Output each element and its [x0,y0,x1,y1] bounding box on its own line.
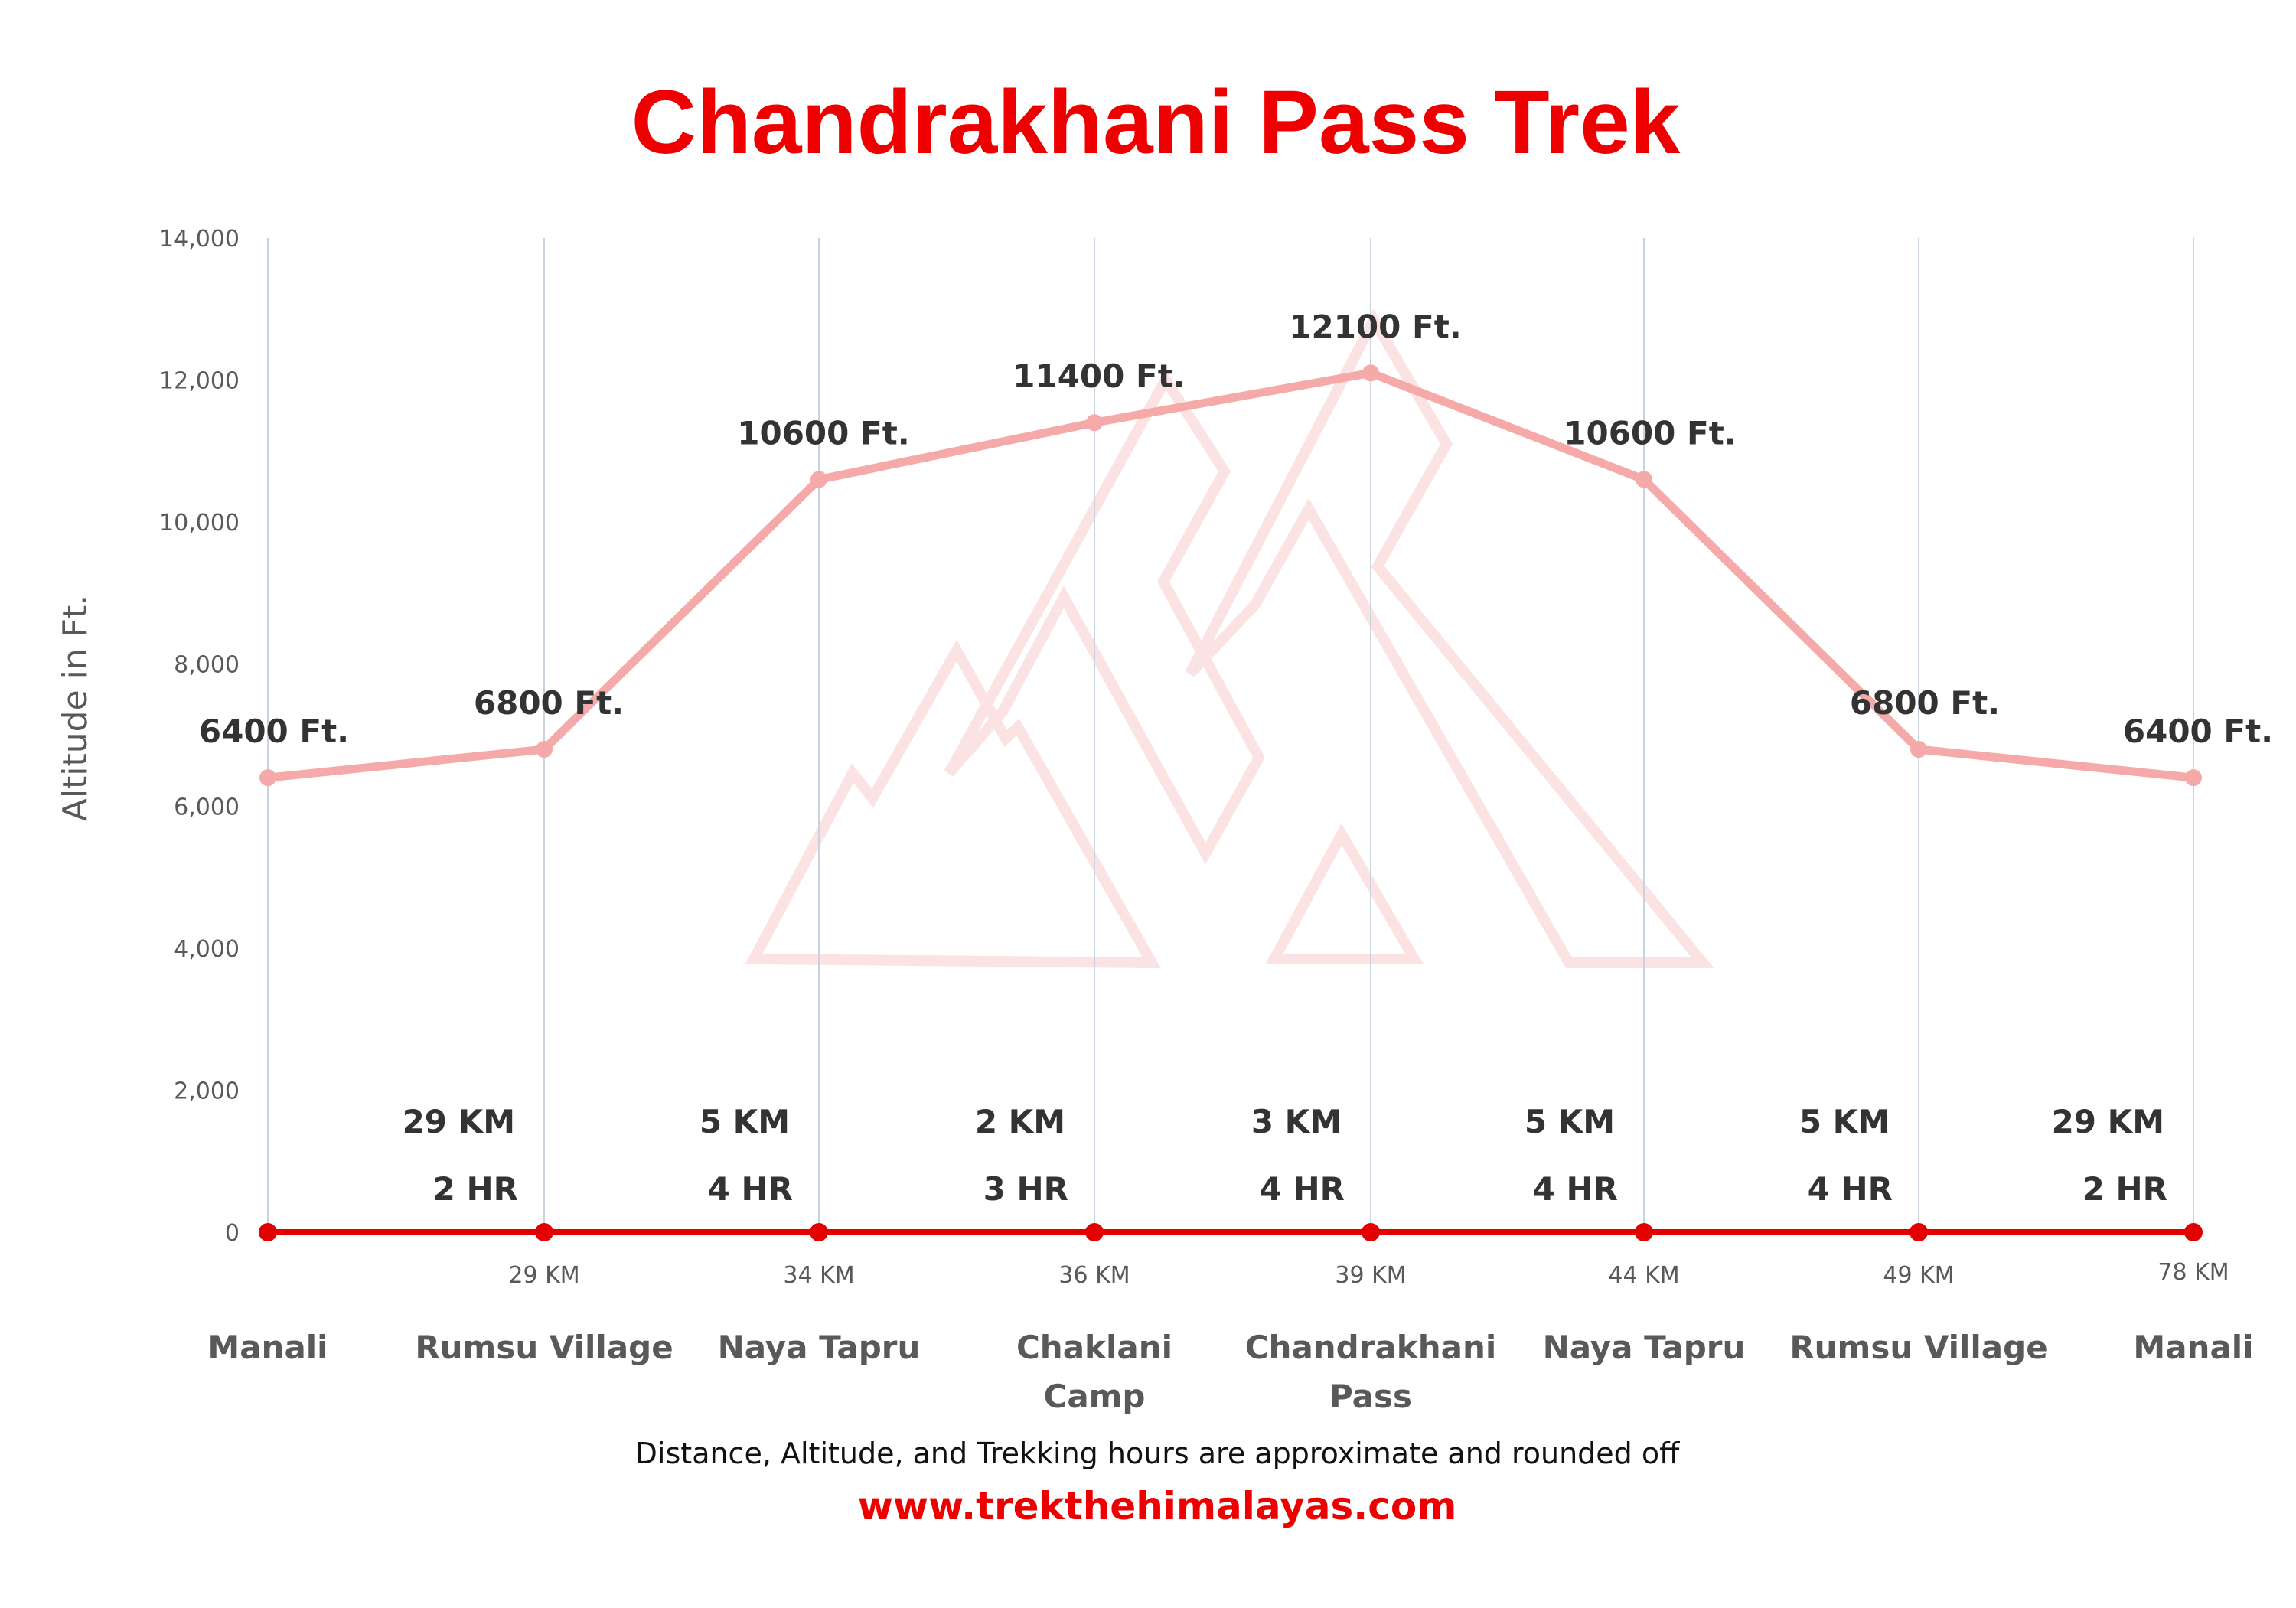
cumulative-km-label: 49 KM [1883,1262,1954,1289]
place-name-label: Rumsu Village [1789,1329,2047,1366]
y-tick-label: 6,000 [174,794,240,820]
distance-point [2184,1223,2203,1241]
altitude-point [259,769,276,787]
distance-point [1362,1223,1380,1241]
cumulative-km-labels: 29 KM 34 KM 36 KM 39 KM 44 KM 49 KM 78 KM [508,1259,2229,1289]
distance-point [1085,1223,1104,1241]
altitude-data-label: 11400 Ft. [1013,357,1185,395]
place-name-label: Naya Tapru [1543,1329,1746,1366]
distance-point [1635,1223,1653,1241]
place-name-label: Chandrakhani [1245,1329,1497,1366]
cumulative-km-label: 29 KM [508,1262,579,1289]
altitude-series: 6400 Ft. 6800 Ft. 10600 Ft. 11400 Ft. 12100 … [199,308,2273,787]
cumulative-km-label: 34 KM [783,1262,854,1289]
distance-point [259,1223,277,1241]
altitude-point [810,471,827,488]
y-tick-label: 14,000 [159,226,240,253]
segment-hours-label: 3 HR [983,1170,1068,1208]
altitude-line [267,368,2194,782]
place-name-label: Pass [1329,1378,1412,1415]
altitude-point [1086,414,1103,432]
y-tick-label: 0 [225,1220,240,1247]
segment-labels: 29 KM 2 HR 5 KM 4 HR 2 KM 3 HR 3 KM 4 HR 5 KM 4 H… [403,1103,2167,1208]
y-tick-label: 10,000 [159,510,240,537]
segment-distance-label: 29 KM [2052,1103,2164,1140]
place-name-label: Manali [2133,1329,2253,1366]
altitude-point [1910,741,1927,758]
place-name-label: Naya Tapru [718,1329,921,1366]
website-link[interactable]: www.trekthehimalayas.com [858,1484,1457,1528]
segment-hours-label: 2 HR [2082,1170,2167,1208]
cumulative-km-label: 39 KM [1335,1262,1406,1289]
place-name-label: Camp [1044,1378,1146,1415]
altitude-data-label: 10600 Ft. [737,414,909,452]
altitude-data-label: 6800 Ft. [474,684,624,722]
y-tick-label: 2,000 [174,1078,240,1104]
distance-baseline-series [259,1223,2203,1241]
segment-hours-label: 4 HR [1260,1170,1345,1208]
altitude-data-label: 12100 Ft. [1289,308,1461,345]
altitude-data-label: 6800 Ft. [1850,684,2000,722]
segment-distance-label: 3 KM [1251,1103,1342,1140]
distance-point [810,1223,828,1241]
altitude-data-label: 10600 Ft. [1564,414,1736,452]
segment-hours-label: 2 HR [433,1170,518,1208]
distance-point [535,1223,553,1241]
altitude-point [1636,471,1652,488]
segment-distance-label: 29 KM [403,1103,515,1140]
y-tick-label: 4,000 [174,936,240,963]
segment-distance-label: 2 KM [975,1103,1065,1140]
y-tick-label: 12,000 [159,368,240,395]
segment-distance-label: 5 KM [700,1103,790,1140]
segment-hours-label: 4 HR [1533,1170,1618,1208]
chart-title: Chandrakhani Pass Trek [631,72,1681,173]
footnote: Distance, Altitude, and Trekking hours a… [635,1437,1680,1470]
segment-hours-label: 4 HR [708,1170,793,1208]
vertical-gridlines [267,238,2194,1232]
segment-distance-label: 5 KM [1799,1103,1890,1140]
place-name-labels: Manali Rumsu Village Naya Tapru Chaklani Cam… [207,1329,2253,1415]
place-name-label: Rumsu Village [415,1329,673,1366]
altitude-data-label: 6400 Ft. [2123,713,2273,750]
y-axis-title: Altitude in Ft. [56,595,95,822]
cumulative-km-label: 44 KM [1608,1262,1679,1289]
y-tick-label: 8,000 [174,652,240,679]
altitude-point [2185,769,2202,787]
place-name-label: Manali [207,1329,328,1366]
y-axis-ticks: 0 2,000 4,000 6,000 8,000 10,000 12,000 14,000 [159,226,240,1247]
altitude-point [536,741,553,758]
distance-point [1910,1223,1928,1241]
cumulative-km-label: 78 KM [2157,1259,2229,1286]
segment-hours-label: 4 HR [1808,1170,1893,1208]
segment-distance-label: 5 KM [1525,1103,1615,1140]
altitude-point [1362,364,1379,382]
cumulative-km-label: 36 KM [1058,1262,1130,1289]
place-name-label: Chaklani [1016,1329,1172,1366]
altitude-data-label: 6400 Ft. [199,713,349,750]
